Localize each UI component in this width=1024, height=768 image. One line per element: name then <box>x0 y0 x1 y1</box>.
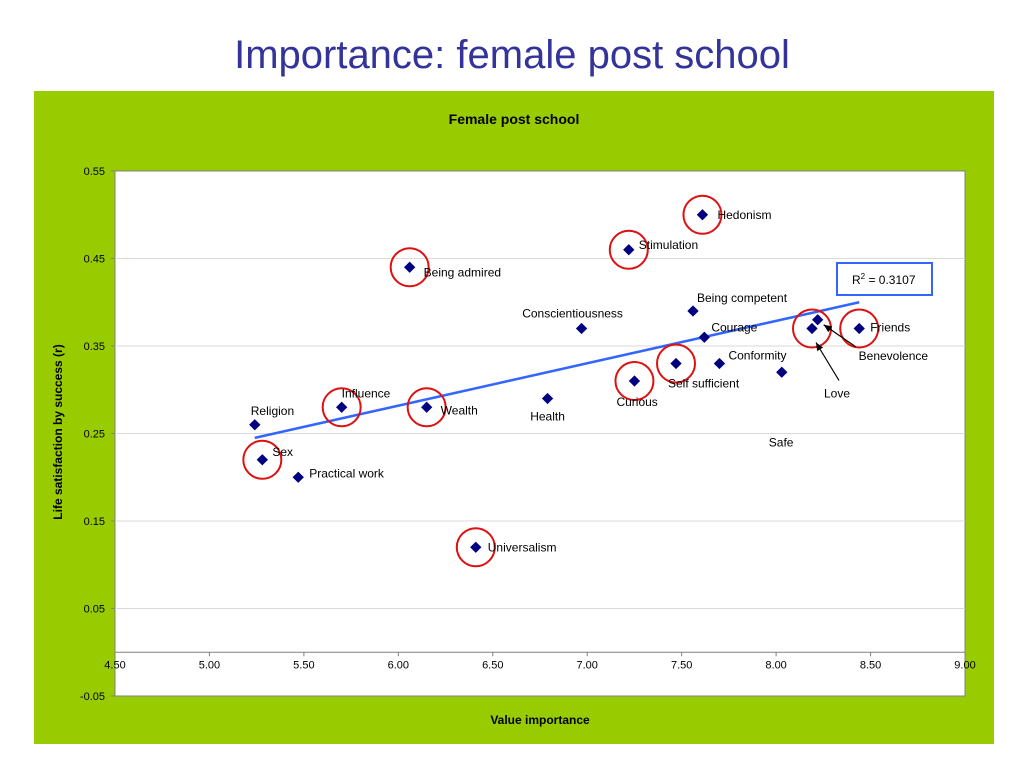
point-label-safe: Safe <box>769 435 794 449</box>
x-tick-label: 5.00 <box>199 659 220 671</box>
highlight-circle-friends <box>839 308 880 349</box>
highlight-circle-universalism <box>455 527 496 568</box>
r-squared-label: R2 = 0.3107 <box>852 272 916 287</box>
highlight-circle-love <box>792 308 832 349</box>
r-squared-box: R2 = 0.3107 <box>836 262 933 296</box>
data-point-friends <box>853 322 865 335</box>
point-label-universalism: Universalism <box>488 540 557 554</box>
highlight-circle-wealth <box>406 387 447 428</box>
data-point-safe <box>776 366 788 378</box>
axis-ticks: 0.55 0.45 0.35 0.25 0.15 0.05 -0.05 4.50 5.00 5.5… <box>80 166 976 703</box>
x-tick-label: 6.50 <box>482 659 503 671</box>
point-labels: Hedonism Stimulation Being admired Being co… <box>251 208 929 555</box>
point-label-conformity: Conformity <box>728 349 786 363</box>
point-label-benevolence: Benevolence <box>859 349 929 363</box>
data-point-health <box>541 392 554 405</box>
benevolence-arrow-head <box>823 324 833 333</box>
chart-title: Female post school <box>449 111 580 127</box>
point-label-being-competent: Being competent <box>697 291 788 305</box>
highlight-circle-being-admired <box>389 247 430 288</box>
point-label-health: Health <box>530 410 565 424</box>
highlight-circle-sex <box>242 439 283 480</box>
love-arrow-head <box>816 342 824 352</box>
point-label-being-admired: Being admired <box>424 265 501 279</box>
highlight-circle-curious <box>614 361 655 401</box>
point-label-curious: Curious <box>616 395 657 409</box>
point-label-love: Love <box>824 387 850 401</box>
highlight-circles <box>242 194 880 568</box>
data-point-religion <box>249 419 261 431</box>
data-point-self-sufficient <box>670 357 682 370</box>
highlight-circle-stimulation <box>608 229 649 270</box>
data-point-curious <box>628 375 641 387</box>
data-point-love <box>806 322 818 335</box>
data-point-influence <box>336 401 348 413</box>
trendline <box>254 301 860 440</box>
y-tick-label: -0.05 <box>80 691 105 703</box>
data-point-conscientiousness <box>575 322 588 335</box>
point-label-hedonism: Hedonism <box>717 208 771 222</box>
y-tick-label: 0.35 <box>84 341 105 353</box>
point-label-wealth: Wealth <box>441 403 478 417</box>
point-label-religion: Religion <box>251 404 294 418</box>
y-tick-label: 0.25 <box>84 429 105 441</box>
x-tick-label: 4.50 <box>104 659 125 671</box>
y-tick-label: 0.45 <box>84 254 105 266</box>
highlight-circle-hedonism <box>682 194 723 235</box>
y-tick-label: 0.55 <box>84 166 105 178</box>
data-point-being-admired <box>404 261 416 273</box>
gridlines <box>115 258 965 609</box>
data-point-stimulation <box>623 244 635 256</box>
x-tick-label: 6.00 <box>388 659 409 671</box>
x-axis-title: Value importance <box>490 713 590 727</box>
point-label-influence: Influence <box>342 386 391 400</box>
point-label-stimulation: Stimulation <box>639 238 698 252</box>
x-tick-label: 9.00 <box>954 659 975 671</box>
data-point-practical-work <box>292 471 304 483</box>
scatter-chart: Female post school 0.550.450.350.250.150… <box>51 111 976 727</box>
point-label-self-sufficient: Self sufficient <box>668 377 740 391</box>
data-points <box>249 209 865 553</box>
x-tick-label: 8.00 <box>765 659 786 671</box>
point-label-courage: Courage <box>711 320 757 334</box>
data-point-courage <box>698 331 710 343</box>
highlight-circle-influence <box>321 387 362 428</box>
x-tick-label: 8.50 <box>860 659 881 671</box>
y-axis-title: Life satisfaction by success (r) <box>51 344 65 519</box>
data-point-universalism <box>470 541 482 553</box>
data-point-benevolence <box>812 314 824 326</box>
x-tick-label: 7.50 <box>671 659 692 671</box>
highlight-circle-self-sufficient <box>656 343 696 384</box>
point-label-conscientiousness: Conscientiousness <box>522 307 623 321</box>
r-squared-border <box>836 262 933 296</box>
data-point-conformity <box>713 357 726 370</box>
y-tick-label: 0.05 <box>84 604 105 616</box>
chart-panel: Female post school 0.55 0.45 0.35 0.25 0.15 0… <box>34 91 994 744</box>
y-tick-label: 0.15 <box>84 516 105 528</box>
x-tick-label: 5.50 <box>293 659 314 671</box>
point-label-practical-work: Practical work <box>309 466 385 480</box>
x-tick-label: 7.00 <box>577 659 598 671</box>
point-label-sex: Sex <box>272 445 293 459</box>
point-label-friends: Friends <box>870 321 910 335</box>
data-point-being-competent <box>687 305 699 317</box>
data-point-wealth <box>421 401 433 413</box>
slide-title: Importance: female post school <box>234 33 790 77</box>
data-point-sex <box>256 454 268 466</box>
label-arrows <box>815 324 857 381</box>
